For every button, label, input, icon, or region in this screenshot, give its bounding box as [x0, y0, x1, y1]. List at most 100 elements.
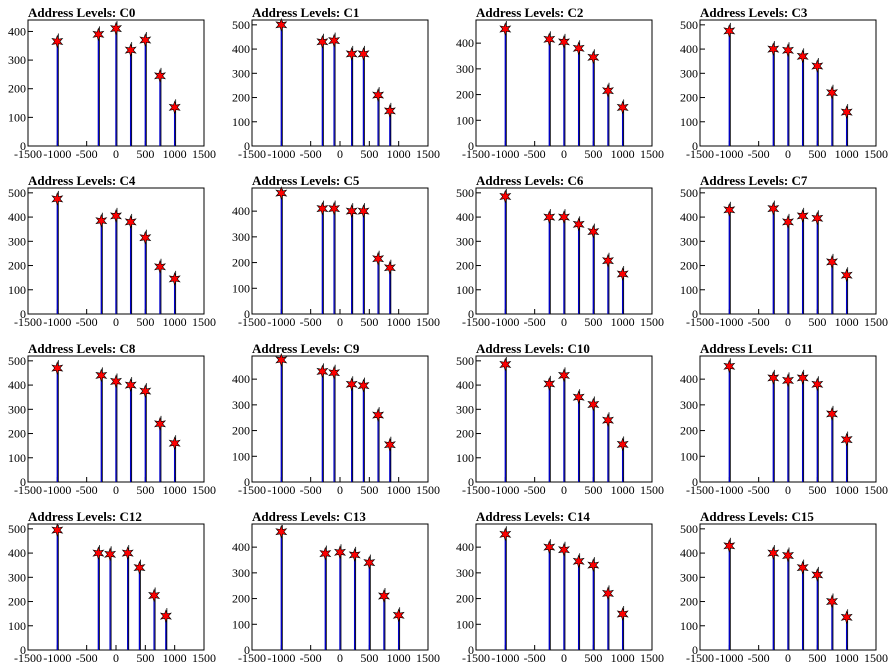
y-tick-label: 500 — [680, 522, 698, 536]
x-tick-label: 500 — [360, 315, 378, 329]
chart-panel: Address Levels: C2 0 100 200 300 400 -1500 -100… — [448, 0, 672, 168]
peak-star-marker — [840, 105, 853, 120]
x-tick-label: -500 — [76, 651, 98, 665]
y-tick-label: 0 — [692, 139, 698, 153]
chart-panel: Address Levels: C3 0 100 200 300 400 500 -1500-… — [672, 0, 896, 168]
y-tick-label: 0 — [692, 307, 698, 321]
y-tick-label: 300 — [8, 570, 26, 584]
y-tick-label: 300 — [8, 234, 26, 248]
chart-panel: Address Levels: C4 0 100 200 300 400 500 -1500-… — [0, 168, 224, 336]
x-tick-label: 1000 — [611, 147, 635, 161]
y-tick-label: 300 — [232, 66, 250, 80]
peak-star-marker — [316, 364, 329, 379]
peak-star-marker — [782, 548, 794, 563]
peak-star-marker — [95, 368, 108, 383]
y-tick-label: 200 — [232, 91, 250, 105]
peak-star-marker — [587, 558, 600, 573]
x-tick-label: -1000 — [43, 315, 71, 329]
y-tick-label: 400 — [8, 546, 26, 560]
x-tick-label: 0 — [785, 651, 791, 665]
y-tick-label: 200 — [8, 259, 26, 273]
x-tick-label: -1000 — [715, 651, 743, 665]
chart-plot: 0 100 200 300 400 -1500 -1000 -500 0 500 1000 1500 — [232, 523, 440, 665]
x-tick-label: 500 — [584, 483, 602, 497]
peak-star-marker — [328, 365, 341, 380]
peak-star-marker — [275, 17, 288, 32]
chart-plot: 0 100 200 300 400 500 -1500 -1000 -500 0 500 1000 15… — [456, 186, 664, 329]
peak-star-marker — [345, 46, 358, 61]
peak-star-marker — [587, 50, 600, 65]
x-tick-label: -500 — [748, 147, 770, 161]
y-tick-label: 0 — [468, 475, 474, 489]
peak-star-marker — [572, 390, 585, 405]
peak-star-marker — [357, 46, 370, 61]
chart-title: Address Levels: C6 — [476, 173, 584, 188]
y-tick-label: 0 — [20, 475, 26, 489]
x-tick-label: -1500 — [462, 147, 490, 161]
peak-star-marker — [328, 33, 341, 48]
y-tick-label: 500 — [8, 522, 26, 536]
peak-star-marker — [499, 527, 512, 542]
y-tick-label: 100 — [456, 283, 474, 297]
x-tick-label: 0 — [113, 147, 119, 161]
peak-star-marker — [616, 607, 629, 621]
chart-panel: Address Levels: C0 0 100 200 300 400 -1500 -100… — [0, 0, 224, 168]
chart-plot: 0 100 200 300 400 -1500 -1000 -500 0 500 1000 1500 — [456, 523, 664, 665]
chart-title: Address Levels: C3 — [700, 5, 808, 20]
x-tick-label: 0 — [337, 315, 343, 329]
x-tick-label: -1000 — [43, 483, 71, 497]
peak-star-marker — [796, 560, 809, 575]
peak-star-marker — [601, 586, 615, 601]
x-tick-label: -500 — [300, 651, 322, 665]
y-tick-label: 200 — [456, 427, 474, 441]
peak-star-marker — [168, 271, 181, 286]
peak-star-marker — [781, 43, 795, 58]
peak-star-marker — [572, 554, 585, 569]
peak-star-marker — [840, 432, 853, 447]
chart-title: Address Levels: C2 — [476, 5, 584, 20]
y-tick-label: 300 — [456, 234, 474, 248]
y-tick-label: 100 — [232, 617, 250, 631]
peak-star-marker — [92, 27, 105, 42]
x-tick-label: 1500 — [640, 315, 664, 329]
y-tick-label: 500 — [232, 18, 250, 32]
y-tick-label: 0 — [468, 643, 474, 657]
x-tick-label: 500 — [360, 651, 378, 665]
peak-star-marker — [557, 542, 571, 557]
x-tick-label: 1000 — [835, 651, 859, 665]
x-tick-label: -500 — [524, 483, 546, 497]
x-tick-label: -1500 — [14, 315, 42, 329]
chart-title: Address Levels: C4 — [28, 173, 136, 188]
x-tick-label: 0 — [113, 315, 119, 329]
chart-plot: 0 100 200 300 400 500 -1500 -1000 -500 0 500 1000 15… — [680, 522, 888, 665]
peak-star-marker — [168, 436, 181, 451]
chart-plot: 0 100 200 300 400 -1500 -1000 -500 0 500 1000 1500 — [456, 19, 664, 161]
x-tick-label: 1000 — [611, 483, 635, 497]
chart-panel: Address Levels: C7 0 100 200 300 400 500 -1500-… — [672, 168, 896, 336]
peak-star-marker — [811, 377, 824, 392]
x-tick-label: 1500 — [416, 483, 440, 497]
x-tick-label: 0 — [113, 651, 119, 665]
x-tick-label: -1000 — [491, 147, 519, 161]
y-tick-label: 200 — [680, 595, 698, 609]
chart-panel: Address Levels: C8 0 100 200 300 400 500 -1500-… — [0, 336, 224, 504]
peak-star-marker — [392, 608, 405, 623]
chart-plot: 0 100 200 300 400 500 -1500 -1000 -500 0 500 1000 15… — [680, 186, 888, 329]
x-tick-label: -1500 — [462, 315, 490, 329]
x-tick-label: -1500 — [238, 315, 266, 329]
y-tick-label: 400 — [8, 24, 26, 38]
peak-star-marker — [557, 368, 571, 383]
x-tick-label: -1000 — [43, 147, 71, 161]
y-tick-label: 200 — [680, 424, 698, 438]
y-tick-label: 300 — [456, 62, 474, 76]
x-tick-label: -1500 — [686, 147, 714, 161]
peak-star-marker — [723, 359, 736, 374]
peak-star-marker — [557, 34, 571, 49]
x-tick-label: 0 — [561, 483, 567, 497]
peak-star-marker — [345, 204, 358, 219]
y-tick-label: 300 — [680, 398, 698, 412]
peak-star-marker — [723, 538, 736, 553]
y-tick-label: 300 — [680, 234, 698, 248]
y-tick-label: 400 — [456, 540, 474, 554]
